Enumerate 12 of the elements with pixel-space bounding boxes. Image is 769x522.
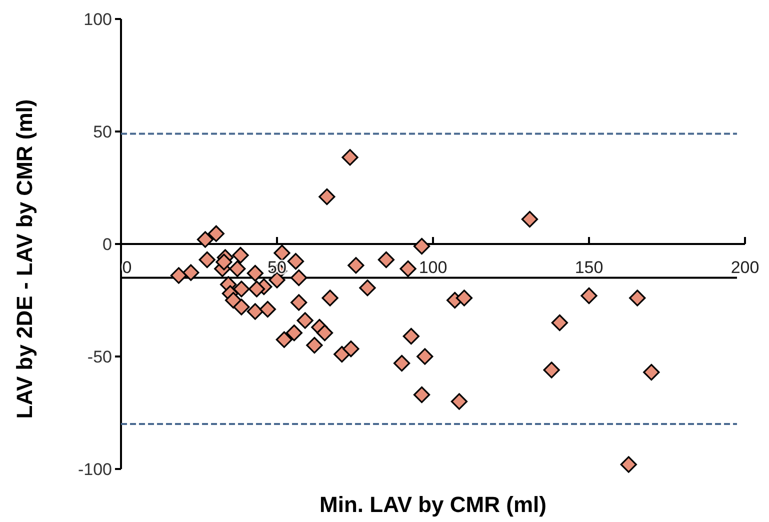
x-tick-label: 150 xyxy=(574,258,604,277)
x-axis-title: Min. LAV by CMR (ml) xyxy=(320,492,546,517)
y-tick-label: -100 xyxy=(78,460,112,479)
x-tick-label: 50 xyxy=(268,258,286,277)
x-tick-label: 0 xyxy=(122,258,132,277)
x-tick-label: 200 xyxy=(730,258,760,277)
y-tick-label: 0 xyxy=(102,234,112,254)
y-tick-label: 50 xyxy=(93,122,112,142)
x-tick-label: 100 xyxy=(418,258,448,277)
y-axis-title: LAV by 2DE - LAV by CMR (ml) xyxy=(12,99,37,419)
y-tick-label: 100 xyxy=(84,10,112,29)
y-tick-label: -50 xyxy=(87,347,112,366)
